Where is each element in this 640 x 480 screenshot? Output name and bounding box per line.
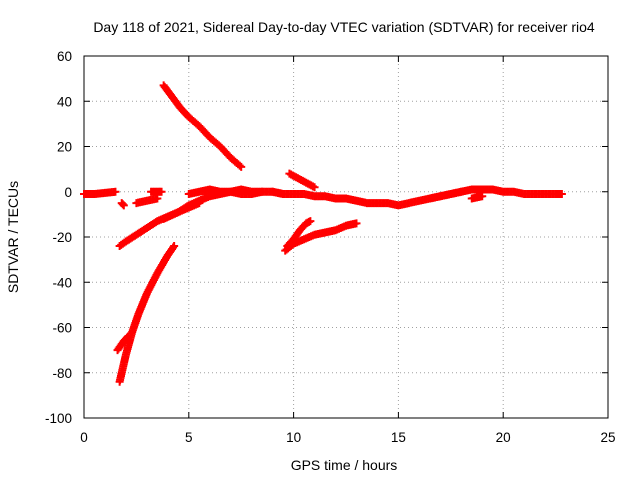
series-arc-13 [285,169,319,192]
data-point [111,187,120,196]
data-point [119,201,128,210]
x-tick-label: 0 [80,430,88,445]
chart-title: Day 118 of 2021, Sidereal Day-to-day VTE… [93,19,595,35]
x-tick-label: 25 [600,430,615,445]
y-tick-label: 40 [57,94,72,109]
series-arc-11 [281,219,361,255]
series-arc-2 [117,199,128,210]
data-point [306,217,315,226]
data-point [153,194,162,203]
series-arc-16 [467,192,487,203]
y-tick-label: 0 [64,185,72,200]
data-point [169,243,178,252]
series-arc-3 [132,194,162,208]
data-marks [80,81,566,386]
data-point [478,192,487,201]
series-arc-12 [283,217,315,251]
y-tick-label: -60 [52,321,72,336]
y-axis-label: SDTVAR / TECUs [5,181,21,293]
data-point [157,187,166,196]
x-axis-label: GPS time / hours [291,457,398,473]
series-arc-9 [115,242,179,386]
data-point [237,162,246,171]
x-tick-label: 20 [496,430,511,445]
y-tick-label: -100 [45,411,72,426]
data-point [170,242,179,251]
series-arc-6 [159,81,246,171]
x-tick-label: 5 [185,430,193,445]
data-point [122,333,131,342]
data-point [557,190,566,199]
y-tick-label: 60 [57,49,72,64]
series-arc-10 [113,332,133,355]
axis-ticks: 0 5 10 15 20 25 -100 -80 -60 -40 -20 0 20 40 60 [45,49,616,445]
data-point [118,200,127,209]
x-tick-label: 10 [286,430,301,445]
y-tick-label: -40 [52,275,72,290]
series-arc-15 [425,187,466,203]
series-arc-4 [147,187,166,196]
plot-frame [83,55,609,419]
y-tick-label: -20 [52,230,72,245]
data-point [235,161,244,170]
data-point [310,183,319,192]
series-arc-8 [184,185,267,199]
data-point [352,219,361,228]
data-point [258,187,267,196]
x-tick-label: 15 [391,430,406,445]
data-point [124,332,133,341]
y-tick-label: -80 [52,366,72,381]
data-point [457,187,466,196]
series-arc-1 [80,187,120,199]
y-tick-label: 20 [57,140,72,155]
grid-lines [84,56,608,418]
